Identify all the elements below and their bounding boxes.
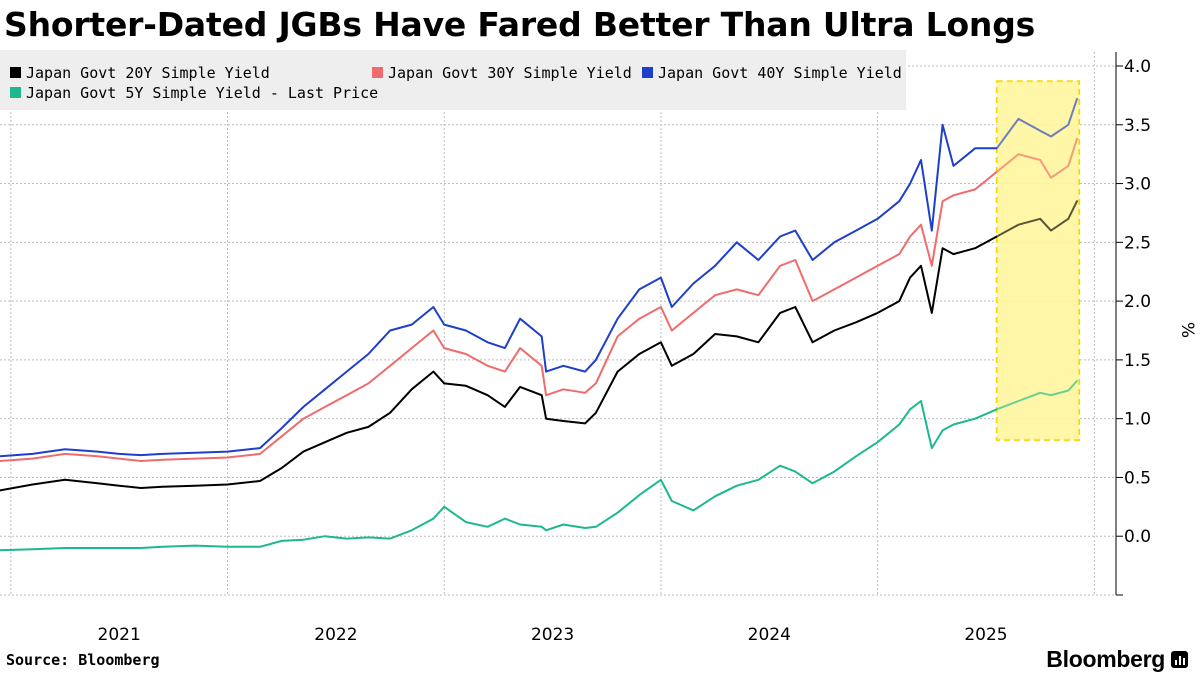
grid — [0, 52, 1116, 596]
x-tick-label: 2024 — [748, 625, 791, 645]
y-tick-label: 0.5 — [1124, 468, 1151, 488]
legend: Japan Govt 20Y Simple Yield Japan Govt 30… — [0, 50, 906, 110]
x-tick-label: 2023 — [531, 625, 574, 645]
source-note: Source: Bloomberg — [6, 651, 160, 669]
series-line-0 — [0, 200, 1078, 492]
brand-name: Bloomberg — [1046, 646, 1165, 672]
series-line-3 — [0, 380, 1078, 552]
series-lines — [0, 81, 1080, 552]
y-tick-label: 2.5 — [1124, 233, 1151, 253]
series-line-1 — [0, 137, 1078, 462]
legend-swatch — [10, 87, 21, 98]
y-axis-label: % — [1177, 322, 1197, 338]
legend-swatch — [642, 67, 653, 78]
legend-label: Japan Govt 40Y Simple Yield — [658, 64, 902, 82]
x-tick-label: 2025 — [964, 625, 1007, 645]
y-tick-label: 2.0 — [1124, 292, 1151, 312]
highlight-tint — [996, 81, 1080, 440]
legend-swatch — [10, 67, 21, 78]
legend-box — [0, 50, 906, 110]
highlight-rect — [995, 80, 1081, 441]
series-line-2 — [0, 97, 1078, 458]
bar-chart-icon — [1171, 651, 1188, 668]
highlight-box — [995, 80, 1081, 441]
x-tick-label: 2021 — [98, 625, 141, 645]
y-tick-label: 0.0 — [1124, 527, 1151, 547]
legend-label: Japan Govt 20Y Simple Yield — [26, 64, 270, 82]
y-tick-label: 3.0 — [1124, 175, 1151, 195]
legend-label: Japan Govt 5Y Simple Yield - Last Price — [26, 84, 378, 102]
brand-logo: Bloomberg — [1046, 646, 1188, 673]
y-tick-label: 4.0 — [1124, 57, 1151, 77]
chart-title: Shorter-Dated JGBs Have Fared Better Tha… — [4, 5, 1036, 44]
axes: 0.0 0.5 1.0 1.5 2.0 2.5 3.0 3.5 4.0% 2021 2022 2023… — [98, 52, 1197, 645]
y-tick-label: 1.5 — [1124, 351, 1151, 371]
x-tick-label: 2022 — [314, 625, 357, 645]
y-tick-label: 1.0 — [1124, 410, 1151, 430]
legend-label: Japan Govt 30Y Simple Yield — [388, 64, 632, 82]
legend-swatch — [372, 67, 383, 78]
y-tick-label: 3.5 — [1124, 116, 1151, 136]
